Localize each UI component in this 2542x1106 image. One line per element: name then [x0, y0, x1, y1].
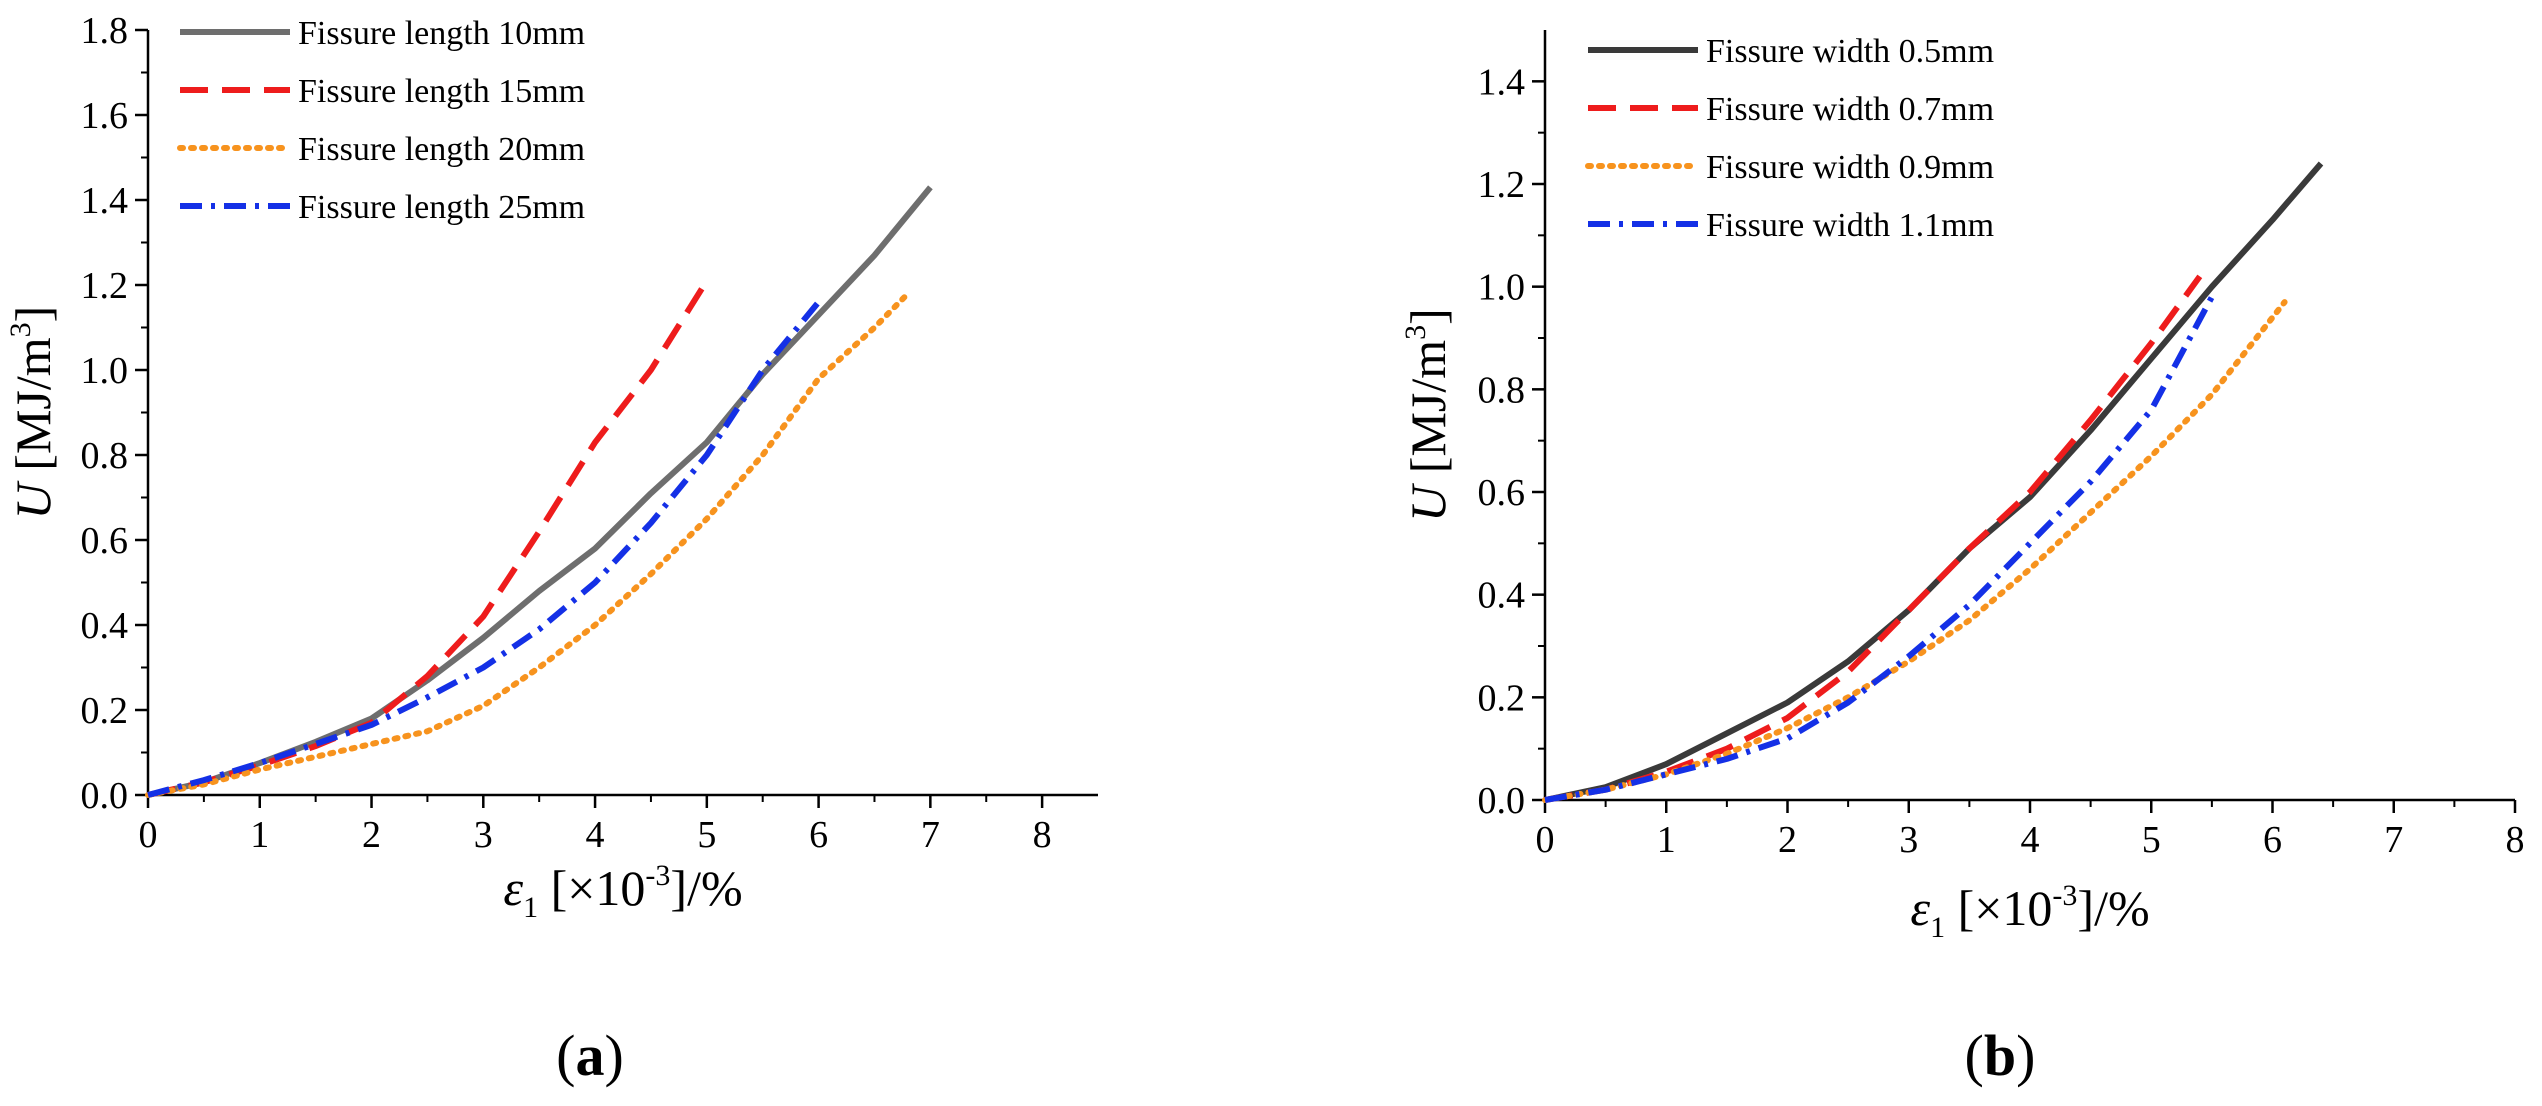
panel-a-legend-entry-2: Fissure length 15mm	[298, 73, 585, 110]
panel-b-x-tick-label: 2	[1778, 819, 1797, 861]
panel-b-label: (b)	[1965, 1023, 2036, 1088]
panel-a-x-tick-label: 4	[586, 814, 605, 856]
panel-b-y-tick-label: 0.6	[1478, 472, 1526, 514]
panel-a-series-line-4	[147, 300, 821, 798]
panel-a-y-axis-title: U [MJ/m3]	[4, 306, 61, 520]
panel-a-legend-entry-4: Fissure length 25mm	[298, 189, 585, 226]
panel-b-x-tick-label: 8	[2506, 819, 2525, 861]
panel-b-series-line-4	[1544, 295, 2215, 803]
panel-b-x-tick-label: 7	[2384, 819, 2403, 861]
panel-a-series-line-1	[147, 185, 933, 798]
panel-b-y-tick-label: 0.2	[1478, 677, 1526, 719]
panel-a-x-tick-label: 1	[250, 814, 269, 856]
panel-a-y-tick-label: 1.0	[81, 350, 129, 392]
panel-a-x-tick-label: 7	[921, 814, 940, 856]
panel-a-label: (a)	[556, 1023, 624, 1088]
panel-b-x-tick-label: 3	[1899, 819, 1918, 861]
panel-b-legend-entry-1: Fissure width 0.5mm	[1706, 33, 1994, 70]
panel-b-series-line-3	[1542, 299, 2288, 803]
panel-a-y-tick-label: 0.6	[81, 520, 129, 562]
panel-b-y-tick-label: 1.2	[1478, 164, 1526, 206]
panel-a-legend-entry-3: Fissure length 20mm	[298, 131, 585, 168]
panel-b-y-tick-label: 0.8	[1478, 369, 1526, 411]
panel-a-x-tick-label: 5	[697, 814, 716, 856]
panel-a-y-tick-label: 1.2	[81, 265, 129, 307]
panel-a-y-tick-label: 0.4	[81, 605, 129, 647]
panel-a-legend-entry-1: Fissure length 10mm	[298, 15, 585, 52]
panel-b-y-axis-title: U [MJ/m3]	[1399, 308, 1456, 522]
panel-a-x-tick-label: 2	[362, 814, 381, 856]
panel-a-series-line-3	[145, 290, 911, 798]
panel-a-y-tick-label: 0.2	[81, 690, 129, 732]
panel-b-x-tick-label: 1	[1657, 819, 1676, 861]
panel-a-y-tick-label: 1.6	[81, 95, 129, 137]
panel-a-x-tick-label: 0	[139, 814, 158, 856]
panel-b-legend-entry-4: Fissure width 1.1mm	[1706, 207, 1994, 244]
panel-a-series-line-2	[147, 279, 710, 798]
panel-b-y-tick-label: 0.4	[1478, 575, 1526, 617]
panel-a-y-tick-label: 0.8	[81, 435, 129, 477]
panel-b-x-tick-label: 6	[2263, 819, 2282, 861]
panel-b-y-tick-label: 0.0	[1478, 780, 1526, 822]
panel-b-x-tick-label: 4	[2021, 819, 2040, 861]
panel-a-x-axis-title: ε1 [×10-3]/%	[503, 859, 742, 924]
panel-b-y-tick-label: 1.0	[1478, 267, 1526, 309]
panel-b-x-axis-title: ε1 [×10-3]/%	[1910, 879, 2149, 944]
panel-a-y-tick-label: 1.8	[81, 10, 129, 52]
panel-a-x-tick-label: 3	[474, 814, 493, 856]
panel-b-y-tick-label: 1.4	[1478, 61, 1526, 103]
panel-b-series-line-2	[1544, 274, 2203, 803]
panel-b-x-tick-label: 5	[2142, 819, 2161, 861]
panel-b-legend-entry-2: Fissure width 0.7mm	[1706, 91, 1994, 128]
panel-b-series-line-1	[1544, 161, 2324, 803]
panel-a-y-tick-label: 1.4	[81, 180, 129, 222]
panel-a-x-tick-label: 6	[809, 814, 828, 856]
panel-a-y-tick-label: 0.0	[81, 775, 129, 817]
panel-b-x-tick-label: 0	[1536, 819, 1555, 861]
panel-b-legend-entry-3: Fissure width 0.9mm	[1706, 149, 1994, 186]
panel-a-x-tick-label: 8	[1033, 814, 1052, 856]
